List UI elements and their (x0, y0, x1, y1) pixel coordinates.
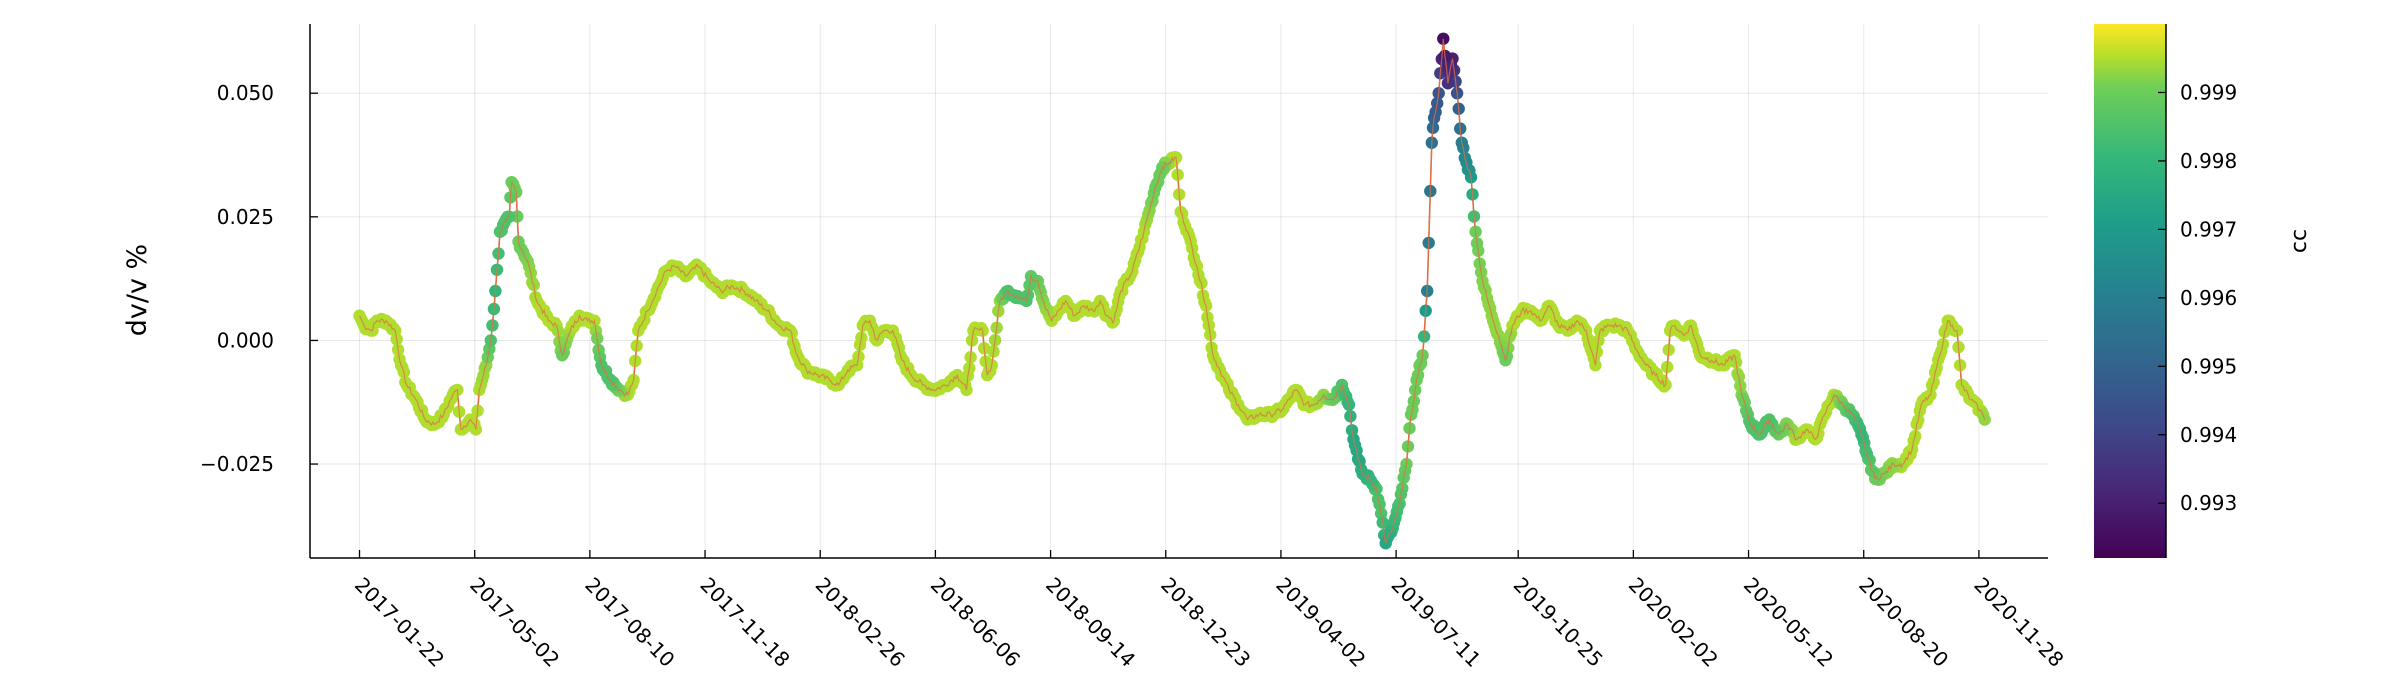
colorbar: 0.993 0.994 0.995 0.996 0.997 0.998 0.999 cc (2094, 24, 2312, 558)
y-ticks: −0.025 0.000 0.025 0.050 (200, 81, 318, 476)
x-tick-label: 2018-06-06 (926, 573, 1025, 672)
colorbar-tick-label: 0.993 (2180, 491, 2237, 515)
colorbar-tick-label: 0.997 (2180, 217, 2237, 241)
y-tick-label: −0.025 (200, 452, 274, 476)
colorbar-gradient (2094, 24, 2166, 558)
colorbar-tick-label: 0.994 (2180, 423, 2237, 447)
grid-lines (310, 24, 2048, 558)
series-points (353, 32, 1991, 550)
series-line (358, 38, 1986, 544)
colorbar-tick-label: 0.999 (2180, 80, 2237, 104)
x-ticks: 2017-01-22 2017-05-02 2017-08-10 2017-11-18… (350, 550, 2069, 672)
colorbar-tick-label: 0.995 (2180, 354, 2237, 378)
y-tick-label: 0.000 (217, 328, 274, 352)
y-tick-label: 0.050 (217, 81, 274, 105)
x-tick-label: 2017-01-22 (350, 573, 449, 672)
x-tick-label: 2017-08-10 (580, 573, 679, 672)
colorbar-ticks: 0.993 0.994 0.995 0.996 0.997 0.998 0.999 (2158, 80, 2237, 515)
x-tick-label: 2019-04-02 (1271, 573, 1370, 672)
x-tick-label: 2018-12-23 (1156, 573, 1255, 672)
y-axis-label: dv/v % (122, 244, 153, 336)
x-tick-label: 2018-02-26 (811, 573, 910, 672)
series-line-overlay (358, 38, 1986, 544)
colorbar-tick-label: 0.996 (2180, 286, 2237, 310)
colorbar-tick-label: 0.998 (2180, 149, 2237, 173)
x-tick-label: 2019-07-11 (1387, 573, 1486, 672)
x-tick-label: 2017-05-02 (465, 573, 564, 672)
x-tick-label: 2020-05-12 (1739, 573, 1838, 672)
x-tick-label: 2020-02-02 (1624, 573, 1723, 672)
colorbar-label: cc (2287, 229, 2312, 253)
x-tick-label: 2017-11-18 (696, 573, 795, 672)
x-tick-label: 2018-09-14 (1041, 573, 1140, 672)
x-tick-label: 2019-10-25 (1509, 573, 1608, 672)
x-tick-label: 2020-11-28 (1969, 573, 2068, 672)
x-tick-label: 2020-08-20 (1854, 573, 1953, 672)
y-tick-label: 0.025 (217, 205, 274, 229)
axes (309, 24, 2048, 559)
